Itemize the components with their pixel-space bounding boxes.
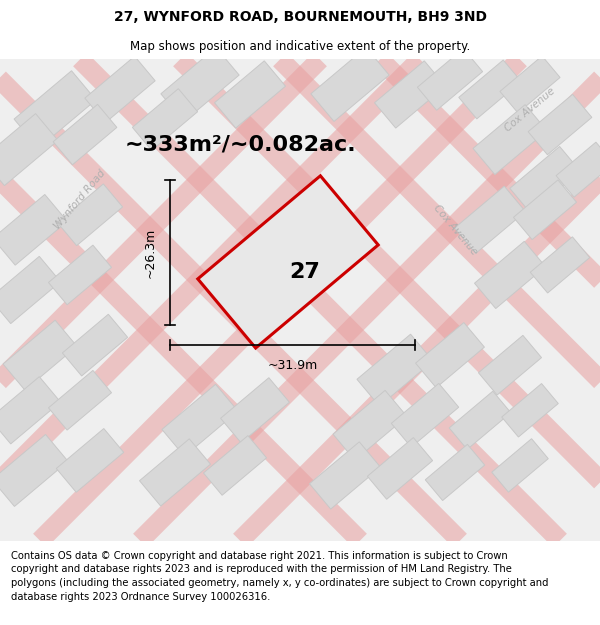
Polygon shape (510, 146, 580, 213)
Polygon shape (49, 245, 112, 305)
Text: Map shows position and indicative extent of the property.: Map shows position and indicative extent… (130, 40, 470, 52)
Polygon shape (0, 434, 68, 506)
Text: Contains OS data © Crown copyright and database right 2021. This information is : Contains OS data © Crown copyright and d… (11, 551, 548, 601)
Polygon shape (425, 444, 485, 501)
Text: ~31.9m: ~31.9m (268, 359, 317, 372)
Polygon shape (514, 180, 577, 239)
Polygon shape (53, 104, 117, 165)
Polygon shape (203, 436, 266, 495)
Polygon shape (0, 377, 61, 444)
Polygon shape (0, 194, 67, 265)
Polygon shape (310, 442, 380, 509)
Polygon shape (556, 142, 600, 197)
Text: 27: 27 (290, 262, 320, 282)
Text: ~26.3m: ~26.3m (143, 228, 157, 278)
Polygon shape (333, 391, 407, 460)
Polygon shape (139, 439, 211, 506)
Polygon shape (416, 322, 484, 388)
Polygon shape (0, 59, 600, 541)
Polygon shape (311, 48, 389, 121)
Polygon shape (14, 71, 96, 148)
Polygon shape (492, 439, 548, 492)
Polygon shape (0, 114, 58, 186)
Polygon shape (502, 384, 558, 437)
Text: Wynford Road: Wynford Road (52, 168, 107, 231)
Polygon shape (459, 60, 521, 119)
Text: ~333m²/~0.082ac.: ~333m²/~0.082ac. (124, 134, 356, 154)
Polygon shape (367, 438, 433, 499)
Polygon shape (357, 334, 433, 406)
Polygon shape (3, 320, 77, 390)
Polygon shape (162, 384, 238, 456)
Polygon shape (500, 56, 560, 113)
Polygon shape (133, 89, 197, 151)
Text: 27, WYNFORD ROAD, BOURNEMOUTH, BH9 3ND: 27, WYNFORD ROAD, BOURNEMOUTH, BH9 3ND (113, 9, 487, 24)
Polygon shape (56, 429, 124, 493)
Polygon shape (454, 186, 526, 253)
Polygon shape (221, 378, 289, 443)
Polygon shape (49, 371, 112, 430)
Polygon shape (62, 314, 128, 376)
Polygon shape (0, 256, 61, 324)
Text: Cox Avenue: Cox Avenue (431, 202, 479, 257)
Polygon shape (161, 48, 239, 121)
Polygon shape (198, 176, 378, 348)
Polygon shape (391, 383, 459, 447)
Polygon shape (58, 184, 122, 246)
Polygon shape (374, 61, 446, 128)
Polygon shape (449, 391, 511, 449)
Polygon shape (214, 61, 286, 128)
Polygon shape (473, 104, 547, 174)
Polygon shape (418, 49, 482, 110)
Polygon shape (478, 336, 542, 395)
Polygon shape (475, 241, 545, 309)
Polygon shape (528, 94, 592, 155)
Text: Cox Avenue: Cox Avenue (503, 86, 557, 133)
Polygon shape (85, 56, 155, 122)
Polygon shape (530, 237, 590, 293)
